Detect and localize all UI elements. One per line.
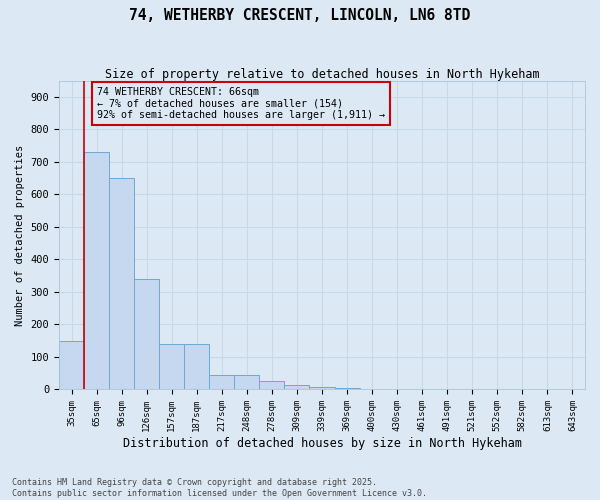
Bar bbox=[284, 384, 310, 390]
Bar bbox=[134, 279, 159, 390]
Text: 74 WETHERBY CRESCENT: 66sqm
← 7% of detached houses are smaller (154)
92% of sem: 74 WETHERBY CRESCENT: 66sqm ← 7% of deta… bbox=[97, 87, 385, 120]
Bar bbox=[259, 382, 284, 390]
Title: Size of property relative to detached houses in North Hykeham: Size of property relative to detached ho… bbox=[105, 68, 539, 80]
X-axis label: Distribution of detached houses by size in North Hykeham: Distribution of detached houses by size … bbox=[122, 437, 521, 450]
Bar bbox=[59, 340, 84, 390]
Bar bbox=[109, 178, 134, 390]
Bar bbox=[84, 152, 109, 390]
Bar bbox=[335, 388, 359, 390]
Y-axis label: Number of detached properties: Number of detached properties bbox=[15, 144, 25, 326]
Bar bbox=[159, 344, 184, 390]
Bar bbox=[209, 375, 235, 390]
Bar bbox=[310, 387, 335, 390]
Bar bbox=[184, 344, 209, 390]
Bar bbox=[235, 375, 259, 390]
Text: 74, WETHERBY CRESCENT, LINCOLN, LN6 8TD: 74, WETHERBY CRESCENT, LINCOLN, LN6 8TD bbox=[130, 8, 470, 22]
Text: Contains HM Land Registry data © Crown copyright and database right 2025.
Contai: Contains HM Land Registry data © Crown c… bbox=[12, 478, 427, 498]
